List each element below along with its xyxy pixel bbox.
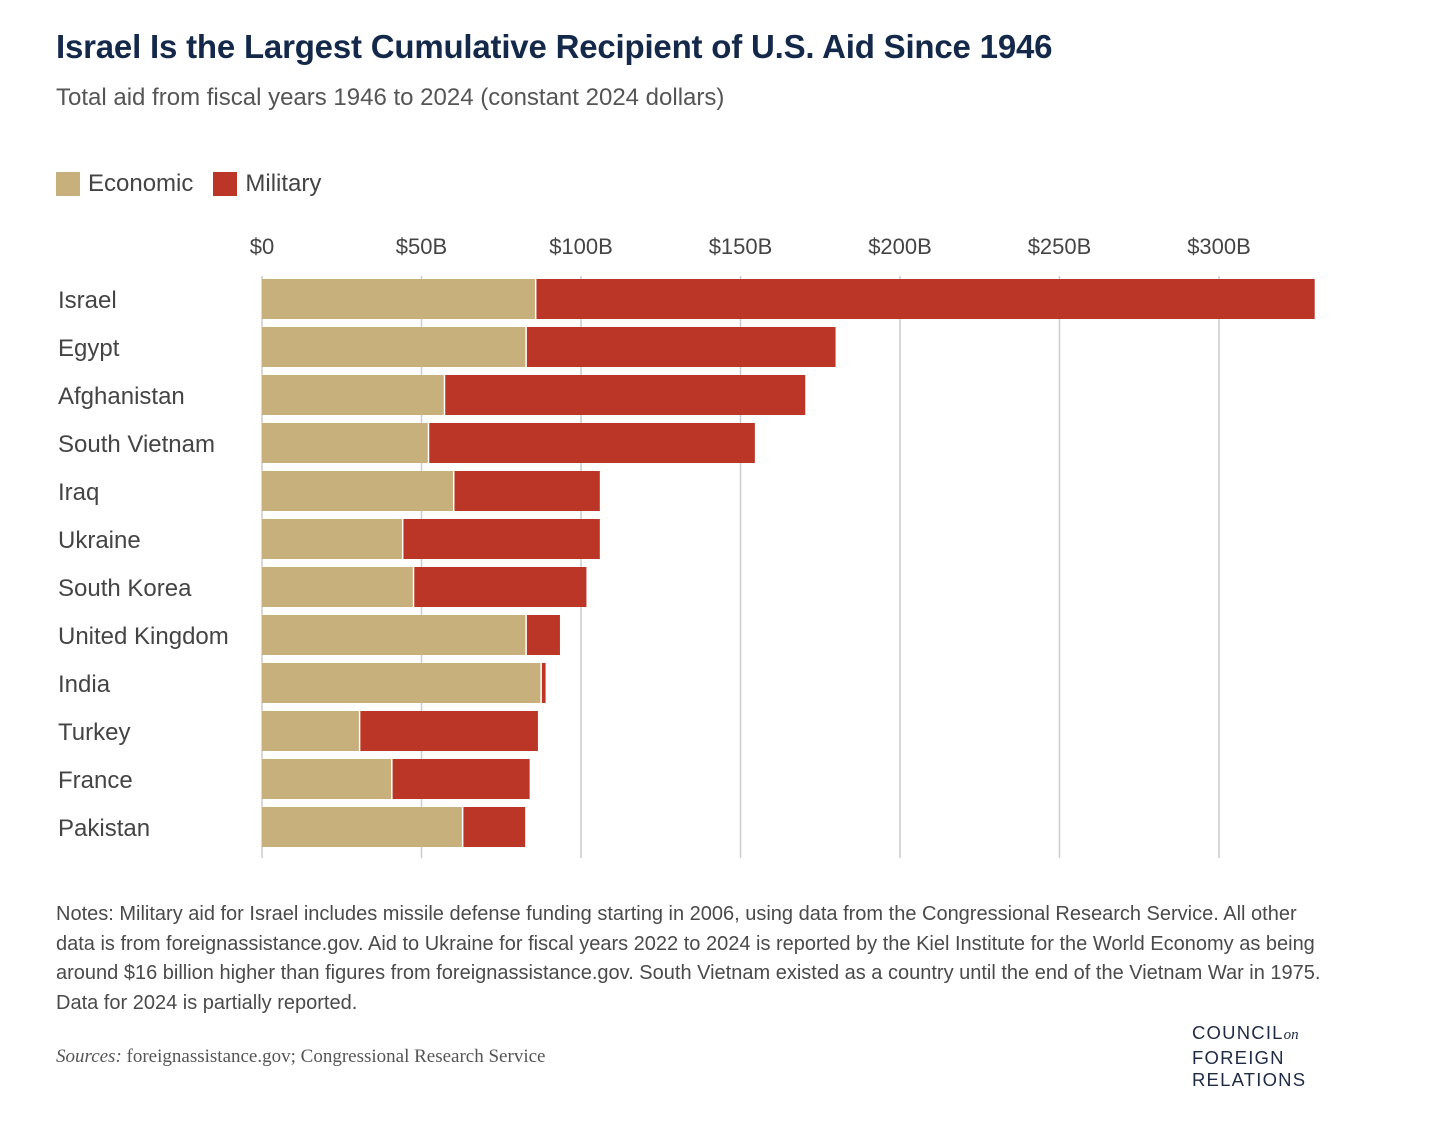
- bar-military: [453, 471, 600, 511]
- x-tick-label: $200B: [868, 234, 932, 259]
- legend-item-economic: Economic: [56, 170, 193, 198]
- bar-military: [462, 807, 526, 847]
- category-label: Egypt: [58, 335, 120, 362]
- category-label: Afghanistan: [58, 383, 185, 410]
- bar-military: [526, 327, 836, 367]
- x-tick-label: $100B: [549, 234, 613, 259]
- bar-economic: [262, 279, 536, 319]
- legend-label-military: Military: [245, 170, 322, 197]
- gridlines: [261, 276, 1220, 858]
- logo-line-3: RELATIONS: [1192, 1069, 1307, 1090]
- bars: [262, 279, 1315, 847]
- logo-word-on: on: [1283, 1027, 1299, 1043]
- bar-economic: [262, 519, 403, 559]
- category-label: Turkey: [58, 719, 130, 746]
- legend-swatch-military: [213, 172, 238, 196]
- bar-military: [428, 423, 755, 463]
- category-label: Pakistan: [58, 815, 150, 842]
- bar-economic: [262, 615, 527, 655]
- legend-swatch-economic: [56, 172, 80, 196]
- category-label: Israel: [58, 287, 117, 314]
- category-label: Ukraine: [58, 527, 141, 554]
- chart-subtitle: Total aid from fiscal years 1946 to 2024…: [56, 84, 725, 111]
- category-label: France: [58, 767, 133, 794]
- legend-item-military: Military: [213, 170, 321, 198]
- bar-military: [413, 567, 587, 607]
- bar-military: [444, 375, 806, 415]
- legend: Economic Military: [56, 170, 341, 198]
- category-label: United Kingdom: [58, 623, 229, 650]
- bar-economic: [262, 711, 360, 751]
- bar-military: [391, 759, 530, 799]
- bar-economic: [262, 807, 463, 847]
- bar-economic: [262, 567, 414, 607]
- cfr-logo: COUNCILon FOREIGN RELATIONS: [1192, 1022, 1306, 1092]
- bar-military: [541, 663, 546, 703]
- x-tick-label: $150B: [709, 234, 773, 259]
- bar-military: [535, 279, 1315, 319]
- x-axis-ticks: $0 $50B $100B $150B $200B $250B $300B: [250, 234, 1251, 259]
- chart-notes: Notes: Military aid for Israel includes …: [56, 903, 1321, 1014]
- category-label: South Vietnam: [58, 431, 215, 458]
- logo-line-1: COUNCILon: [1192, 1022, 1306, 1047]
- category-label: South Korea: [58, 575, 192, 602]
- bar-economic: [262, 759, 392, 799]
- bar-economic: [262, 327, 527, 367]
- x-tick-label: $0: [250, 234, 274, 259]
- x-tick-label: $50B: [396, 234, 447, 259]
- category-label: Iraq: [58, 479, 99, 506]
- x-tick-label: $300B: [1187, 234, 1251, 259]
- bar-economic: [262, 471, 454, 511]
- sources-text: foreignassistance.gov; Congressional Res…: [121, 1046, 546, 1067]
- x-tick-label: $250B: [1028, 234, 1092, 259]
- bar-economic: [262, 663, 542, 703]
- bar-chart: $0 $50B $100B $150B $200B $250B $300B Israel Eg…: [58, 234, 1315, 858]
- legend-label-economic: Economic: [88, 170, 194, 197]
- category-label: India: [58, 671, 111, 698]
- bar-economic: [262, 375, 445, 415]
- chart-title: Israel Is the Largest Cumulative Recipie…: [56, 28, 1053, 65]
- bar-military: [359, 711, 538, 751]
- sources-label: Sources:: [56, 1046, 122, 1067]
- logo-line-2: FOREIGN: [1192, 1046, 1285, 1068]
- chart-sources: Sources: foreignassistance.gov; Congress…: [56, 1046, 545, 1068]
- bar-military: [402, 519, 600, 559]
- logo-word-council: COUNCIL: [1192, 1022, 1284, 1043]
- bar-economic: [262, 423, 429, 463]
- bar-military: [526, 615, 560, 655]
- category-labels: Israel Egypt Afghanistan South Vietnam Iraq U…: [58, 287, 229, 842]
